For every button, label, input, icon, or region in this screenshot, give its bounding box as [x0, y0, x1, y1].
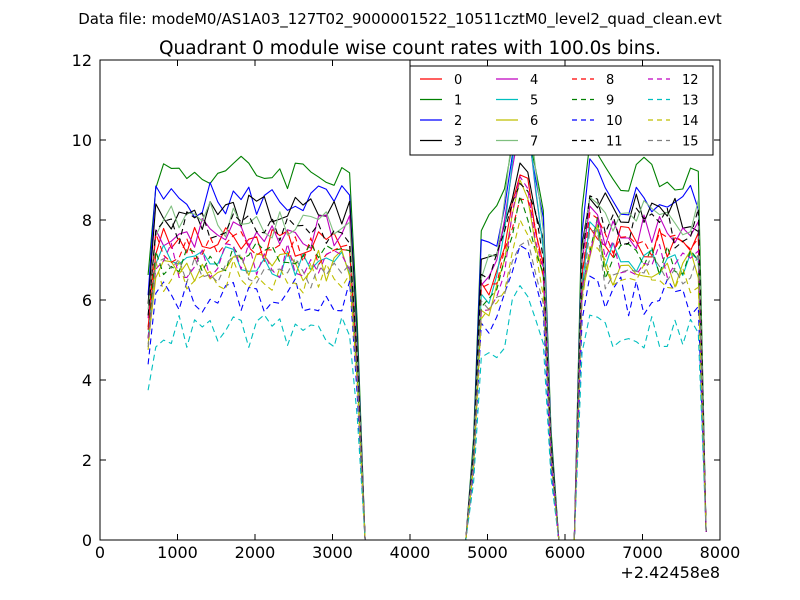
y-tick-label: 4	[82, 371, 92, 390]
x-tick-label: 7000	[622, 543, 663, 562]
x-tick-label: 5000	[467, 543, 508, 562]
legend-label-6: 6	[530, 114, 538, 129]
x-tick-label: 1000	[157, 543, 198, 562]
legend-box	[409, 65, 714, 156]
chart-title: Quadrant 0 module wise count rates with …	[159, 38, 661, 59]
legend-label-4: 4	[530, 73, 538, 88]
legend-label-7: 7	[530, 135, 538, 150]
y-tick-label: 2	[82, 451, 92, 470]
x-tick-label: 3000	[312, 543, 353, 562]
series-line-14	[147, 219, 707, 541]
x-axis: 0 1000 2000 3000 4000 5000 6000 7000 8000	[95, 60, 740, 562]
legend-label-12: 12	[682, 73, 699, 88]
legend-label-13: 13	[682, 94, 699, 109]
legend-label-2: 2	[454, 114, 462, 129]
x-tick-label: 6000	[545, 543, 586, 562]
y-tick-label: 12	[72, 51, 92, 70]
legend-label-0: 0	[454, 73, 462, 88]
series-line-15	[147, 229, 707, 541]
x-tick-label: 4000	[390, 543, 431, 562]
y-tick-label: 6	[82, 291, 92, 310]
series-line-8	[147, 198, 707, 541]
y-tick-label: 0	[82, 531, 92, 550]
legend-label-1: 1	[454, 94, 462, 109]
chart-suptitle: Data file: modeM0/AS1A03_127T02_90000015…	[78, 10, 722, 29]
x-tick-label: 0	[95, 543, 105, 562]
series-line-12	[147, 176, 707, 541]
series-line-11	[147, 182, 707, 541]
y-tick-label: 10	[72, 131, 92, 150]
x-tick-label: 2000	[235, 543, 276, 562]
legend-label-10: 10	[606, 114, 623, 129]
series-line-10	[147, 244, 707, 541]
y-tick-label: 8	[82, 211, 92, 230]
legend-label-15: 15	[682, 135, 699, 150]
legend-label-9: 9	[606, 94, 614, 109]
legend-label-3: 3	[454, 135, 462, 150]
legend-label-11: 11	[606, 135, 623, 150]
x-tick-label: 8000	[700, 543, 741, 562]
legend-label-14: 14	[682, 114, 699, 129]
legend-label-5: 5	[530, 94, 538, 109]
x-offset-label: +2.42458e8	[620, 563, 720, 582]
legend-label-8: 8	[606, 73, 614, 88]
